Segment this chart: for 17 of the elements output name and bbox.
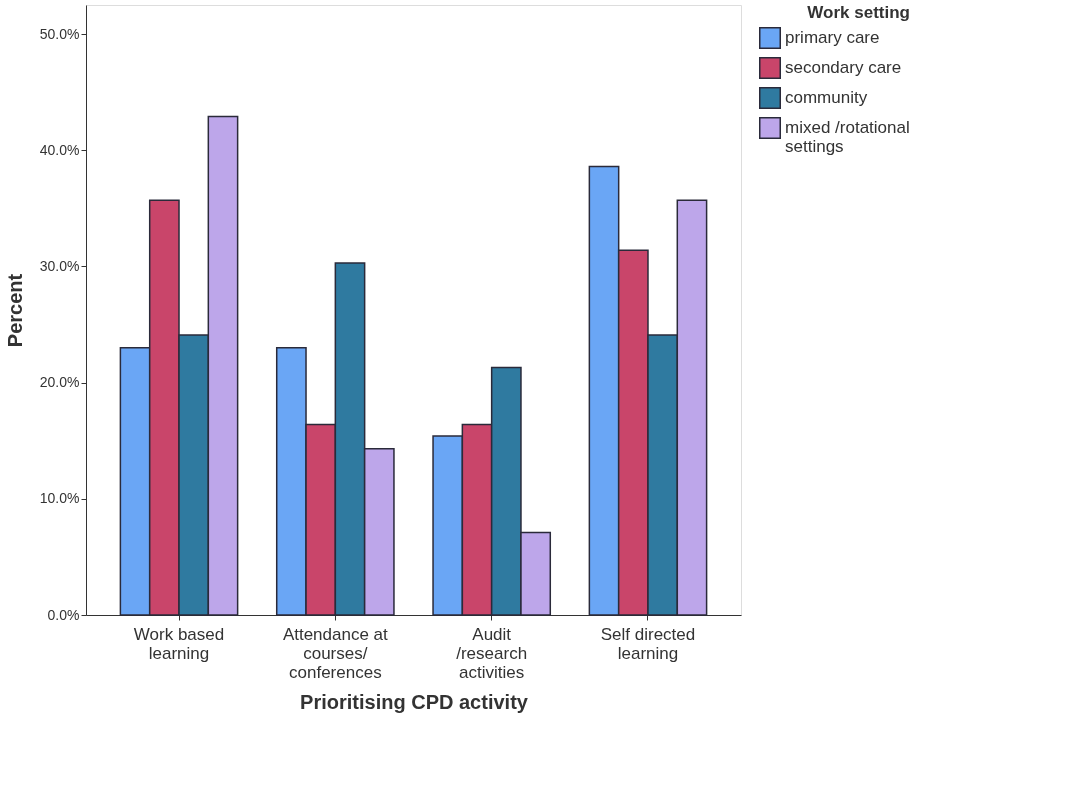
y-tick-label: 30.0% <box>39 257 80 274</box>
x-tick-label: Self directed learning <box>600 624 696 663</box>
legend-title: Work setting <box>807 3 910 22</box>
y-tick-label: 0.0% <box>47 606 80 623</box>
x-tick-label: Audit /research activities <box>456 624 528 682</box>
y-tick-label: 10.0% <box>39 490 80 507</box>
y-tick-label: 40.0% <box>39 141 80 158</box>
legend-label: mixed /rotational settings <box>785 118 910 156</box>
y-tick-label: 20.0% <box>39 374 80 391</box>
y-axis-title: Percent <box>3 273 26 348</box>
x-axis-title: Prioritising CPD activity <box>300 690 529 713</box>
legend-label: community <box>785 88 868 107</box>
legend-label: primary care <box>785 28 880 47</box>
x-tick-label: Attendance at courses/ conferences <box>282 624 389 682</box>
y-tick-label: 50.0% <box>39 25 80 42</box>
legend-label: secondary care <box>785 58 902 77</box>
x-tick-label: Work based learning <box>133 624 225 663</box>
